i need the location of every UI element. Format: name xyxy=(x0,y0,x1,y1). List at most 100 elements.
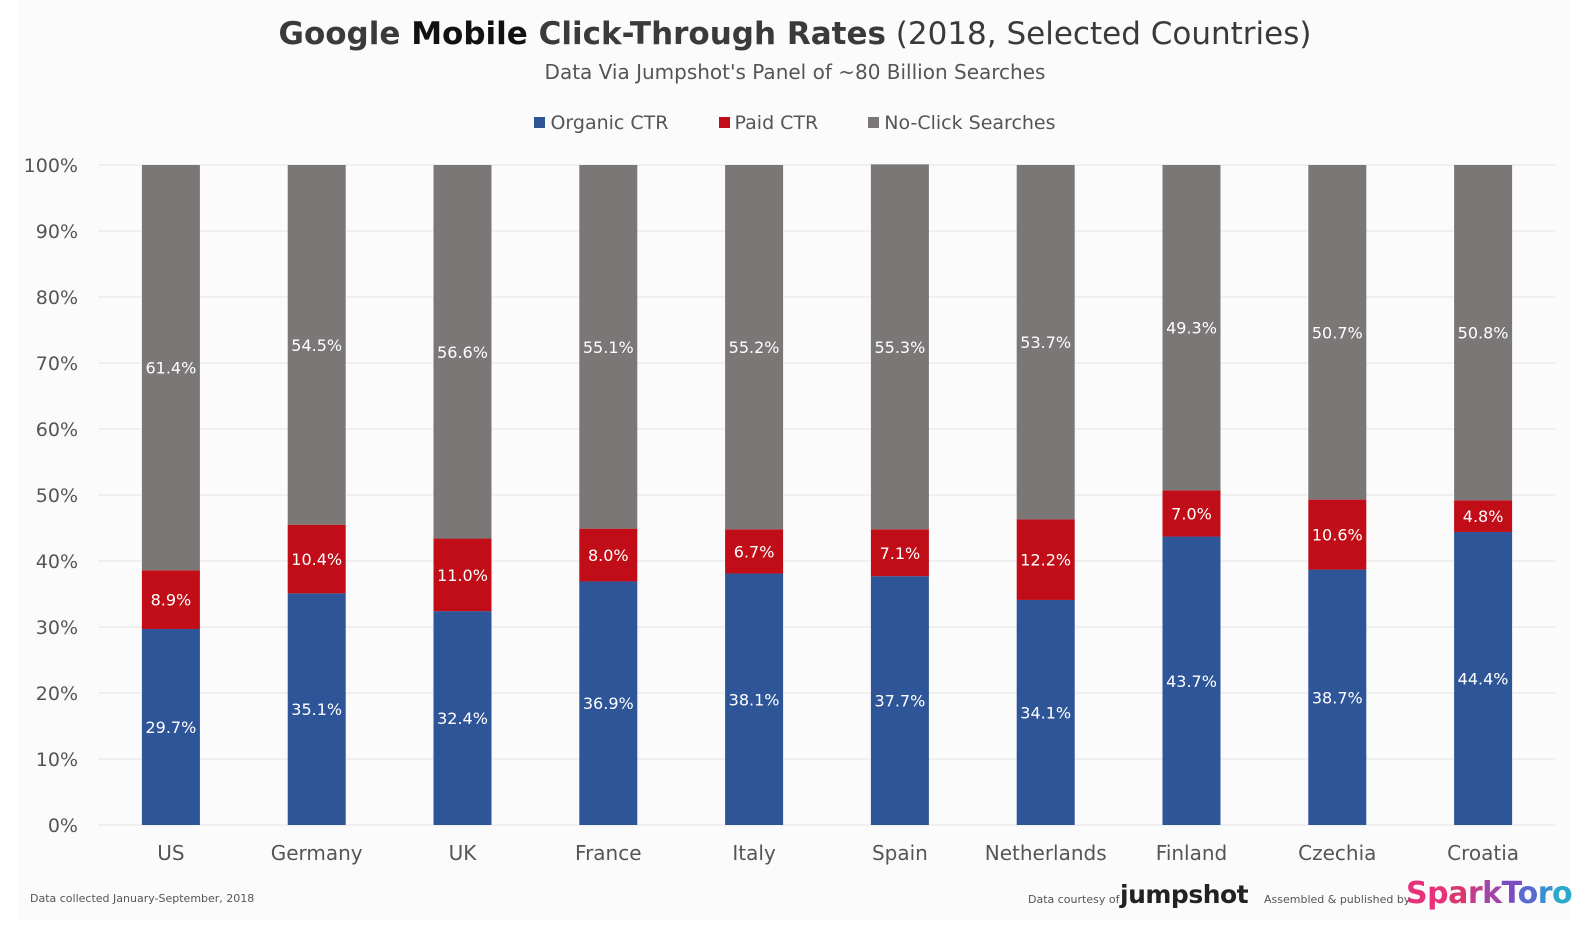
data-label-organic: 37.7% xyxy=(874,692,925,711)
data-label-noclick: 53.7% xyxy=(1020,333,1071,352)
bar-paid xyxy=(725,529,784,574)
sparktoro-logo-letter: o xyxy=(1552,876,1573,911)
data-label-noclick: 54.5% xyxy=(291,336,342,355)
legend: Organic CTR Paid CTR No-Click Searches xyxy=(0,112,1590,134)
sparktoro-logo-letter: r xyxy=(1537,876,1553,911)
footer-courtesy-label: Data courtesy of xyxy=(1028,893,1120,906)
x-tick-label: US xyxy=(157,841,184,865)
x-tick-label: Finland xyxy=(1156,841,1227,865)
x-tick-label: Germany xyxy=(271,841,363,865)
legend-item-noclick: No-Click Searches xyxy=(868,112,1056,134)
sparktoro-logo-letter: a xyxy=(1448,876,1468,911)
bar-paid xyxy=(1016,519,1075,600)
legend-label-noclick: No-Click Searches xyxy=(884,112,1056,134)
sparktoro-logo-letter: o xyxy=(1517,876,1539,911)
x-tick-label: Spain xyxy=(872,841,928,865)
data-label-noclick: 50.7% xyxy=(1312,323,1363,342)
bar-paid xyxy=(1454,500,1513,532)
chart-subtitle: Data Via Jumpshot's Panel of ~80 Billion… xyxy=(544,60,1046,84)
y-tick-label: 10% xyxy=(36,749,78,771)
data-label-paid: 10.6% xyxy=(1312,526,1363,545)
x-tick-label: Netherlands xyxy=(985,841,1107,865)
bar-noclick xyxy=(141,165,200,571)
legend-swatch-noclick xyxy=(868,117,880,128)
sparktoro-logo-letter: p xyxy=(1427,876,1449,911)
bar-organic xyxy=(1016,599,1075,825)
bar-noclick xyxy=(870,164,929,530)
data-label-noclick: 50.8% xyxy=(1458,324,1509,343)
data-label-paid: 7.0% xyxy=(1171,504,1212,523)
data-label-organic: 44.4% xyxy=(1458,669,1509,688)
data-label-noclick: 55.1% xyxy=(583,338,634,357)
data-label-organic: 29.7% xyxy=(145,718,196,737)
footer-assembled-label: Assembled & published by xyxy=(1264,893,1411,906)
data-label-paid: 11.0% xyxy=(437,566,488,585)
sparktoro-logo-letter: r xyxy=(1467,876,1483,911)
data-label-paid: 4.8% xyxy=(1463,507,1504,526)
data-label-noclick: 55.2% xyxy=(729,338,780,357)
data-label-noclick: 61.4% xyxy=(145,359,196,378)
bar-paid xyxy=(287,524,346,594)
sparktoro-logo-letter: S xyxy=(1406,876,1428,911)
data-label-organic: 32.4% xyxy=(437,709,488,728)
bar-paid xyxy=(870,529,929,577)
title-part-google: Google xyxy=(278,16,412,52)
legend-swatch-paid xyxy=(718,117,730,128)
jumpshot-logo: jumpshot xyxy=(1120,880,1249,909)
y-tick-label: 90% xyxy=(36,221,78,243)
bar-organic xyxy=(1454,531,1513,825)
legend-item-organic: Organic CTR xyxy=(534,112,669,134)
bar-organic xyxy=(287,593,346,825)
bar-paid xyxy=(1308,499,1367,570)
bar-noclick xyxy=(1308,165,1367,500)
title-part-scope: (2018, Selected Countries) xyxy=(885,16,1312,52)
bar-paid xyxy=(579,528,638,582)
bar-noclick xyxy=(1162,165,1221,491)
title-part-ctr: Click-Through Rates xyxy=(527,16,886,52)
y-tick-label: 60% xyxy=(36,419,78,441)
bar-noclick xyxy=(725,165,784,530)
x-tick-label: France xyxy=(575,841,642,865)
footer-data-note: Data collected January-September, 2018 xyxy=(30,892,255,905)
bar-organic xyxy=(1162,536,1221,825)
bar-organic xyxy=(141,628,200,825)
stacked-bar-chart: 0% 10% 20% 30% 40% 50% 60% 70% 80% 90% 100% 29.7% 8.… xyxy=(24,155,1556,865)
legend-swatch-organic xyxy=(534,117,546,128)
data-label-paid: 7.1% xyxy=(880,544,921,563)
bar-noclick xyxy=(1016,165,1075,520)
data-label-organic: 38.1% xyxy=(729,690,780,709)
title-part-mobile: Mobile xyxy=(411,16,528,52)
y-tick-label: 20% xyxy=(36,683,78,705)
data-label-organic: 36.9% xyxy=(583,694,634,713)
legend-item-paid: Paid CTR xyxy=(718,112,819,134)
chart-title: Google Mobile Click-Through Rates (2018,… xyxy=(0,16,1590,52)
bar-organic xyxy=(433,611,492,825)
data-label-noclick: 49.3% xyxy=(1166,319,1217,338)
bar-paid xyxy=(141,570,200,629)
y-tick-label: 30% xyxy=(36,617,78,639)
data-label-organic: 34.1% xyxy=(1020,703,1071,722)
bar-noclick xyxy=(579,165,638,529)
x-tick-label: UK xyxy=(449,841,478,865)
data-label-paid: 8.9% xyxy=(151,591,192,610)
bar-noclick xyxy=(1454,165,1513,501)
data-label-paid: 10.4% xyxy=(291,550,342,569)
legend-label-paid: Paid CTR xyxy=(734,112,819,134)
y-tick-label: 40% xyxy=(36,551,78,573)
x-tick-label: Italy xyxy=(732,841,776,865)
bar-organic xyxy=(725,573,784,825)
y-tick-label: 50% xyxy=(36,485,78,507)
bar-organic xyxy=(1308,569,1367,825)
bar-paid xyxy=(1162,490,1221,537)
x-tick-label: Czechia xyxy=(1298,841,1376,865)
data-label-paid: 8.0% xyxy=(588,546,629,565)
data-label-noclick: 56.6% xyxy=(437,343,488,362)
sparktoro-logo-letter: k xyxy=(1482,876,1502,911)
y-tick-label: 70% xyxy=(36,353,78,375)
data-label-organic: 43.7% xyxy=(1166,672,1217,691)
data-label-noclick: 55.3% xyxy=(874,338,925,357)
y-tick-label: 80% xyxy=(36,287,78,309)
legend-label-organic: Organic CTR xyxy=(550,112,669,134)
sparktoro-logo-letter: T xyxy=(1501,876,1518,911)
bar-noclick xyxy=(433,165,492,539)
